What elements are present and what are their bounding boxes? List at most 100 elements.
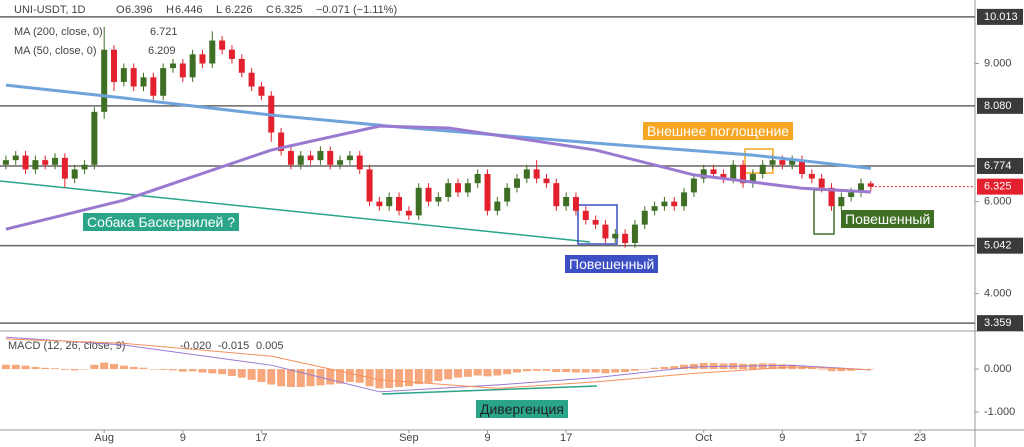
y-tick-label: 0.000 <box>984 363 1012 375</box>
macd-bar <box>385 369 394 388</box>
candle-body <box>700 169 707 179</box>
candle-body <box>435 196 442 202</box>
candle-body <box>838 196 845 207</box>
legend-ma200: MA (200, close, 0) <box>14 26 103 38</box>
last-price-label: 6.325 <box>984 181 1012 193</box>
level-label-bg <box>977 157 1023 174</box>
candle-body <box>848 192 855 197</box>
candle-body <box>81 164 88 170</box>
macd-bar <box>218 369 227 375</box>
macd-bar <box>680 364 689 370</box>
candle-body <box>366 169 373 202</box>
candle-body <box>631 224 638 244</box>
macd-bar <box>414 369 423 385</box>
macd-bar <box>670 366 679 370</box>
annotation: Повешенный <box>841 210 935 228</box>
legend-ma50-value: 6.209 <box>148 45 176 57</box>
macd-bar <box>168 369 177 371</box>
macd-bar <box>227 369 236 376</box>
macd-bar <box>699 363 708 370</box>
annotation: Дивергенция <box>476 400 568 418</box>
ohlc-prefix: O <box>116 4 125 16</box>
macd-value: 0.005 <box>256 340 284 352</box>
macd-bar <box>827 369 836 372</box>
candle-body <box>779 160 786 165</box>
candle-body <box>337 160 344 165</box>
candle-body <box>474 173 481 184</box>
macd-bar <box>709 363 718 370</box>
candle-body <box>356 155 363 170</box>
candle-body <box>42 160 49 165</box>
level-label-bg <box>977 8 1023 25</box>
macd-bar <box>11 364 20 370</box>
macd-bar <box>562 369 571 373</box>
macd-bar <box>60 369 69 370</box>
candle-body <box>386 196 393 207</box>
ohlc-value: 6.396 <box>125 4 153 16</box>
macd-bar <box>837 369 846 372</box>
macd-bar <box>591 369 600 373</box>
ohlc-value: 6.446 <box>175 4 203 16</box>
macd-bar <box>100 362 109 370</box>
level-label: 8.080 <box>984 100 1012 112</box>
x-tick-label: 9 <box>779 432 785 444</box>
candle-body <box>641 210 648 225</box>
last-price-bg <box>977 178 1023 195</box>
annotation: Собака Баскервилей ? <box>83 213 240 231</box>
macd-bar <box>247 369 256 380</box>
candle-body <box>396 196 403 211</box>
candle-body <box>327 150 334 165</box>
candle-body <box>808 173 815 179</box>
macd-bar <box>51 368 60 370</box>
candle-body <box>130 68 137 87</box>
macd-bar <box>807 367 816 370</box>
candle-body <box>710 169 717 174</box>
macd-bar <box>375 369 384 389</box>
candle-body <box>405 210 412 216</box>
macd-line <box>5 338 871 389</box>
change: −0.071 (−1.11%) <box>316 4 397 16</box>
macd-bar <box>512 369 521 373</box>
x-tick-label: 17 <box>560 432 572 444</box>
candle-body <box>278 132 285 151</box>
macd-bar <box>660 366 669 370</box>
candle-body <box>740 164 747 184</box>
candle-body <box>445 183 452 197</box>
candle-body <box>828 187 835 207</box>
macd-bar <box>581 369 590 373</box>
candle-body <box>504 187 511 202</box>
macd-bar <box>552 369 561 373</box>
candle-body <box>169 63 176 69</box>
y-tick-label: -1.000 <box>984 406 1015 418</box>
macd-bar <box>798 366 807 370</box>
ohlc-value: 6.226 <box>225 4 253 16</box>
candle-body <box>602 224 609 239</box>
candle-body <box>258 86 265 96</box>
candle-body <box>681 192 688 207</box>
moving-average <box>5 124 871 231</box>
macd-bar <box>571 369 580 373</box>
macd-bar <box>257 369 266 382</box>
y-tick-label: 6.000 <box>984 195 1012 207</box>
macd-bar <box>424 369 433 383</box>
legend-ma200-value: 6.721 <box>150 26 178 38</box>
candle-body <box>818 178 825 188</box>
macd-bar <box>758 363 767 370</box>
candle-body <box>592 220 599 225</box>
macd-bar <box>483 369 492 377</box>
macd-bar <box>621 369 630 373</box>
macd-bar <box>139 367 148 370</box>
candle-body <box>101 49 108 112</box>
candle-body <box>346 155 353 161</box>
candle-body <box>150 77 157 96</box>
divergence-line <box>381 385 598 395</box>
macd-bar <box>188 369 197 372</box>
candle-body <box>189 54 196 78</box>
candle-body <box>523 169 530 179</box>
macd-bar <box>70 369 79 371</box>
candle-body <box>661 201 668 207</box>
macd-bar <box>119 365 128 370</box>
macd-bar <box>306 369 315 387</box>
candle-body <box>425 187 432 202</box>
macd-bar <box>463 369 472 377</box>
